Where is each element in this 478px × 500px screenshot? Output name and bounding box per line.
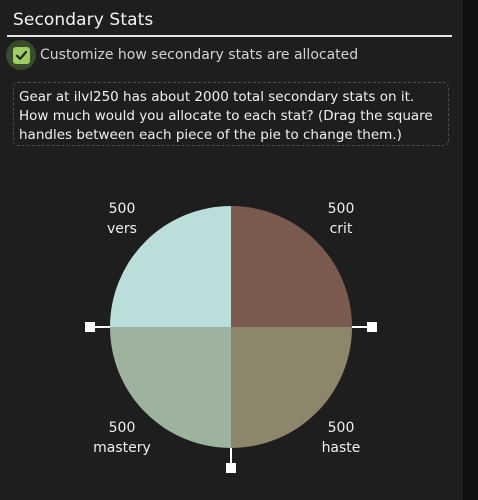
customize-checkbox-row[interactable]: Customize how secondary stats are alloca… [6,40,358,70]
pie-label-vers: 500 vers [96,199,148,239]
slice-drag-handle[interactable] [367,322,377,332]
crit-value: 500 [327,201,355,217]
scrollbar-track[interactable] [463,0,478,500]
vers-stat: vers [107,221,137,237]
pie-label-mastery: 500 mastery [86,418,158,458]
pie-slice-mastery [110,327,231,448]
pie-chart [85,206,377,473]
pie-slice-crit [231,206,352,327]
checkmark-icon [15,50,27,60]
pie-label-crit: 500 crit [315,199,367,239]
haste-value: 500 [327,420,355,436]
vers-value: 500 [108,201,136,217]
slice-drag-handle[interactable] [85,322,95,332]
pie-slice-haste [231,327,352,448]
customize-checkbox-label: Customize how secondary stats are alloca… [40,47,359,63]
slice-drag-handle[interactable] [226,463,236,473]
mastery-value: 500 [108,420,136,436]
haste-stat: haste [321,440,361,456]
customize-checkbox[interactable] [12,46,30,64]
mastery-stat: mastery [93,440,151,456]
info-text: Gear at ilvl250 has about 2000 total sec… [19,89,433,143]
section-title: Secondary Stats [13,10,154,30]
pie-label-haste: 500 haste [315,418,367,458]
crit-stat: crit [329,221,353,237]
pie-slice-vers [110,206,231,327]
info-box [13,82,449,146]
stat-allocation-pie: 500 vers 500 crit 500 mastery 500 haste [0,180,463,480]
section-divider [7,35,452,37]
checkbox-focus-halo [6,40,36,70]
